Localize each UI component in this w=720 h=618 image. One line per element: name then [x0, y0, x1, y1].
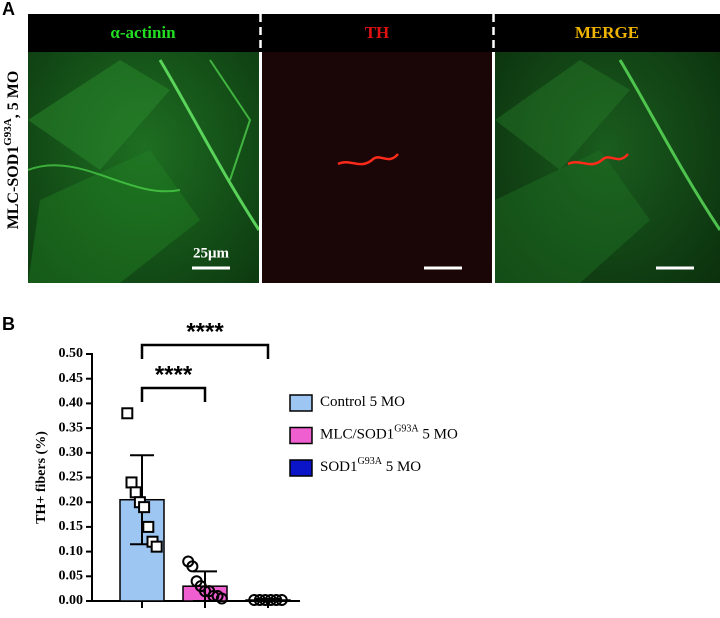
legend-sup: G93A: [394, 424, 419, 435]
data-point: [121, 407, 134, 420]
legend-swatch: [289, 394, 313, 412]
legend-text: MLC/SOD1: [320, 427, 394, 443]
y-tick-label: 0.15: [59, 519, 84, 534]
data-point: [207, 590, 220, 603]
legend-text: 5 MO: [366, 394, 405, 410]
data-point: [186, 560, 199, 573]
data-point: [215, 592, 228, 605]
legend-text: 5 MO: [419, 427, 458, 443]
legend-sup: G93A: [358, 456, 383, 467]
row-label-sup: G93A: [2, 118, 14, 146]
legend-swatch: [289, 459, 313, 477]
y-tick-label: 0.35: [59, 420, 84, 435]
row-label-text: , 5 MO: [5, 71, 22, 119]
legend-text: 5 MO: [382, 459, 421, 475]
micrograph-th: [262, 14, 492, 283]
data-point: [270, 594, 283, 607]
y-tick-label: 0.30: [59, 445, 84, 460]
row-label: MLC-SOD1G93A, 5 MO: [2, 71, 22, 230]
data-point: [138, 501, 151, 514]
y-tick-label: 0.20: [59, 494, 84, 509]
image-title: TH: [365, 23, 390, 42]
sig-bracket: [140, 343, 270, 359]
y-tick-label: 0.00: [59, 593, 84, 608]
row-label-text: MLC-SOD1: [5, 146, 22, 230]
data-point: [150, 540, 163, 553]
panel-label: B: [2, 314, 15, 334]
legend-label: MLC/SOD1G93A 5 MO: [320, 424, 458, 443]
sig-bracket: [140, 386, 207, 402]
image-title: α-actinin: [110, 23, 176, 42]
sig-label: ****: [155, 361, 193, 388]
micrograph-merge: [495, 14, 720, 283]
legend-text: Control: [320, 394, 366, 410]
y-tick-label: 0.40: [59, 396, 84, 411]
data-point: [125, 476, 138, 489]
scale-label: 25μm: [193, 245, 230, 261]
legend-swatch: [289, 426, 313, 445]
data-point: [129, 486, 142, 499]
y-tick-label: 0.10: [59, 544, 84, 559]
micrograph-actinin: [27, 14, 261, 283]
legend-label: Control 5 MO: [320, 394, 405, 410]
y-tick-label: 0.45: [59, 371, 84, 386]
image-title: MERGE: [575, 23, 639, 42]
y-tick-label: 0.50: [59, 346, 84, 361]
panel-label: A: [2, 0, 15, 19]
title-bar: [28, 14, 720, 52]
sig-label: ****: [186, 318, 224, 345]
y-tick-label: 0.05: [59, 569, 84, 584]
y-tick-label: 0.25: [59, 470, 84, 485]
data-point: [142, 520, 155, 533]
legend-text: SOD1: [320, 459, 358, 475]
legend-label: SOD1G93A 5 MO: [320, 456, 421, 475]
data-point: [275, 594, 288, 607]
y-axis-label: TH+ fibers (%): [34, 431, 49, 524]
